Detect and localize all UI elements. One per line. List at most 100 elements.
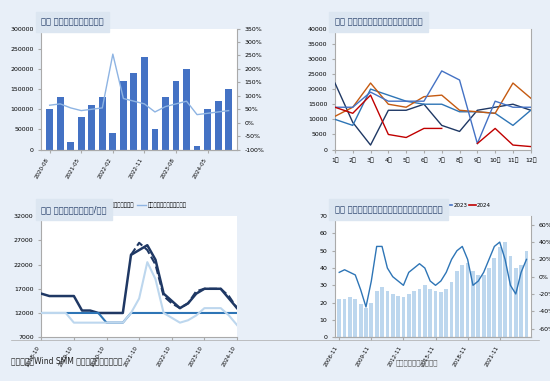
2020 — [527, 108, 534, 112]
广襷60% — [185, 311, 191, 315]
Bar — [492, 258, 496, 337]
2023 — [456, 78, 463, 82]
Bar — [412, 290, 416, 337]
Line: 2021: 2021 — [335, 89, 531, 125]
Bar — [476, 275, 480, 337]
云卄40% — [119, 311, 126, 315]
湖卄60% — [128, 253, 134, 257]
2024 — [527, 144, 534, 149]
江襷60% — [70, 320, 77, 325]
江襷60% — [226, 313, 232, 318]
云卄40% — [201, 287, 208, 291]
2020 — [421, 102, 427, 107]
云卄40% — [209, 287, 216, 291]
广襷60% — [136, 311, 142, 315]
Bar — [120, 81, 127, 150]
广襷60% — [95, 311, 102, 315]
湖卄60% — [226, 294, 232, 298]
Bar — [471, 272, 475, 337]
江襷60% — [87, 320, 94, 325]
Bar — [46, 109, 53, 150]
2021 — [456, 109, 463, 114]
Bar — [348, 298, 352, 337]
Bar — [204, 109, 211, 150]
Text: 图： 冶炼厂加工费（元/吨）: 图： 冶炼厂加工费（元/吨） — [41, 205, 107, 214]
江襷60% — [79, 320, 85, 325]
云卄40% — [54, 294, 61, 298]
江襷60% — [46, 311, 53, 315]
Bar — [433, 290, 437, 337]
Bar — [402, 298, 405, 337]
云卄40% — [46, 294, 53, 298]
江襷60% — [177, 320, 183, 325]
Bar — [509, 256, 512, 337]
2022 — [474, 109, 481, 114]
2021 — [403, 99, 409, 104]
云卄40% — [111, 311, 118, 315]
2024 — [421, 126, 427, 131]
Bar — [354, 299, 357, 337]
广襷60% — [54, 311, 61, 315]
湖卄60% — [234, 306, 240, 311]
广襷60% — [160, 311, 167, 315]
云卄40% — [87, 308, 94, 313]
云卄40% — [95, 311, 102, 315]
Bar — [99, 97, 106, 150]
江襷60% — [119, 320, 126, 325]
广襷60% — [217, 311, 224, 315]
Bar — [428, 289, 432, 337]
2021 — [492, 111, 498, 115]
2022 — [403, 105, 409, 109]
2024 — [510, 143, 516, 147]
江襷60% — [54, 311, 61, 315]
2023 — [492, 99, 498, 104]
2023 — [349, 105, 356, 109]
2020 — [349, 120, 356, 125]
Bar — [498, 247, 502, 337]
江襷60% — [128, 311, 134, 315]
2021 — [474, 109, 481, 114]
Bar — [78, 117, 85, 150]
湖卄60% — [136, 240, 142, 245]
Bar — [460, 264, 464, 337]
Bar — [364, 308, 368, 337]
云卄40% — [193, 291, 200, 296]
湖卄60% — [168, 301, 175, 306]
Bar — [407, 294, 411, 337]
2020 — [474, 108, 481, 112]
Legend: 2020, 2021, 2022, 2023, 2024: 2020, 2021, 2022, 2023, 2024 — [373, 200, 493, 210]
湖卄60% — [160, 294, 167, 298]
Bar — [455, 272, 459, 337]
Bar — [57, 97, 64, 150]
Text: 图： 全球半导体销售额及同比增速（十亿美元）: 图： 全球半导体销售额及同比增速（十亿美元） — [335, 205, 443, 214]
2023 — [403, 99, 409, 104]
Bar — [130, 73, 138, 150]
Bar — [519, 264, 523, 337]
Bar — [225, 89, 232, 150]
Text: 数据来源：Wind SMM 广发期货发展研究中心: 数据来源：Wind SMM 广发期货发展研究中心 — [11, 357, 123, 366]
Bar — [183, 69, 190, 150]
2023 — [332, 105, 338, 109]
云卄40% — [144, 243, 151, 248]
广襷60% — [226, 311, 232, 315]
2021 — [367, 87, 374, 91]
江襷60% — [234, 323, 240, 327]
2024 — [332, 105, 338, 109]
Line: 江襷60%: 江襷60% — [41, 262, 237, 325]
江襷60% — [209, 306, 216, 311]
Bar — [444, 289, 448, 337]
广襷60% — [87, 311, 94, 315]
2023 — [385, 99, 392, 104]
2024 — [367, 93, 374, 98]
云卄40% — [70, 294, 77, 298]
江襷60% — [201, 306, 208, 311]
Bar — [109, 133, 116, 150]
2020 — [332, 81, 338, 85]
广襷60% — [193, 311, 200, 315]
湖卄60% — [193, 289, 200, 293]
广襷60% — [62, 311, 69, 315]
云卄40% — [128, 253, 134, 257]
2022 — [367, 81, 374, 85]
湖卄60% — [177, 306, 183, 311]
江襷60% — [38, 311, 45, 315]
